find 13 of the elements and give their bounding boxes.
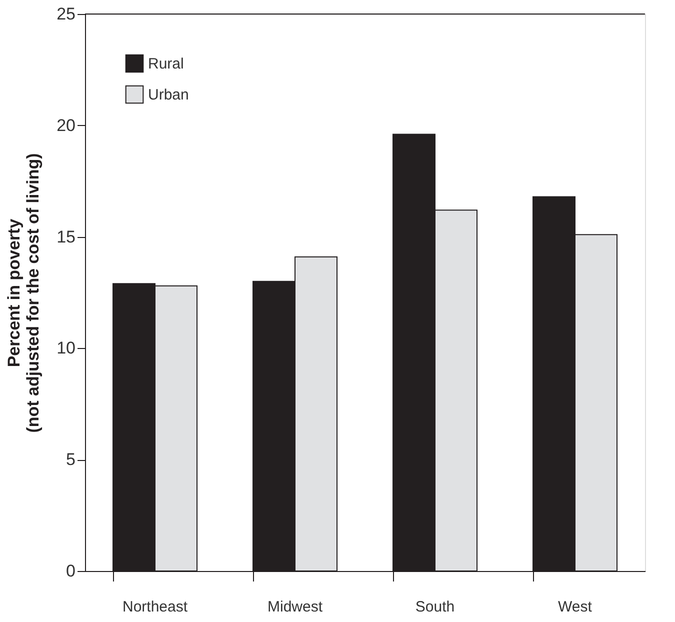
- y-tick-label: 0: [66, 562, 76, 580]
- y-tick-label: 5: [66, 450, 76, 470]
- x-tick-label: Midwest: [267, 598, 324, 616]
- x-tick-label: West: [558, 598, 593, 616]
- x-tick-label: Northeast: [122, 598, 188, 616]
- legend-label: Urban: [148, 86, 189, 104]
- y-tick-label: 20: [56, 116, 76, 135]
- y-tick-label: 10: [56, 338, 76, 358]
- legend-label: Rural: [148, 56, 184, 72]
- x-tick-label: South: [415, 598, 455, 616]
- y-tick-label: 15: [56, 227, 76, 246]
- y-tick-label: 25: [56, 4, 76, 24]
- y-axis-title: Percent in poverty (not adjusted for the cost of living): [4, 153, 43, 433]
